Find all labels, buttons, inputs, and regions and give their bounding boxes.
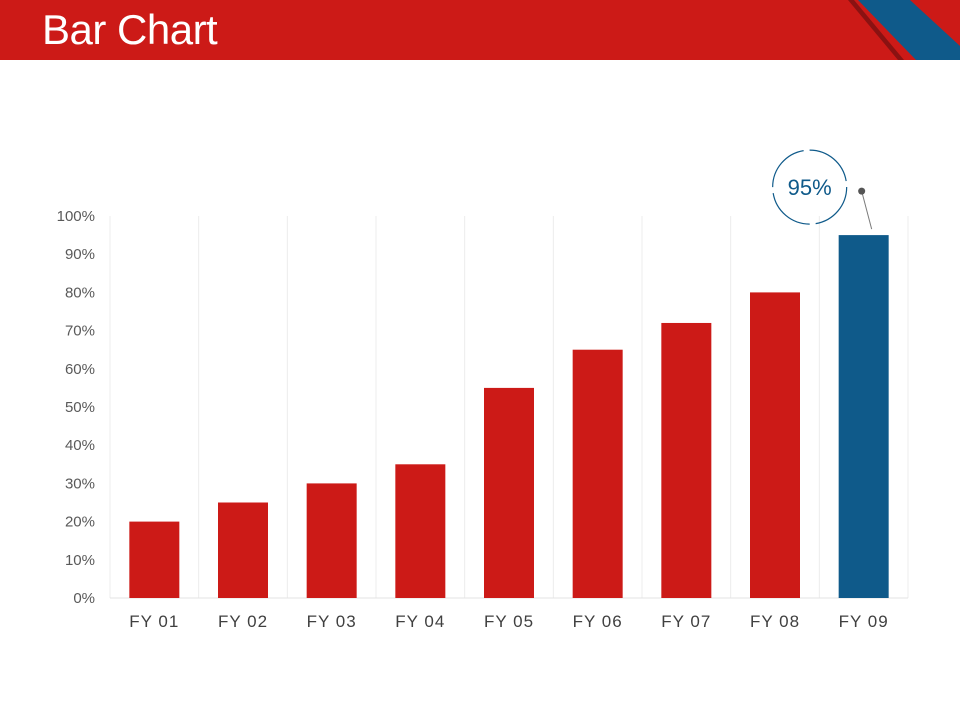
callout-value-label: 95% [788,175,832,200]
y-tick-label: 70% [65,323,95,340]
bar-fy03 [306,483,357,598]
y-tick-label: 10% [65,552,95,569]
y-tick-label: 30% [65,475,95,492]
header-red-band [0,0,960,60]
x-tick-label: FY 09 [839,612,889,631]
y-axis-ticks: 0% 10% 20% 30% 40% 50% 60% 70% 80% 90% 100% [57,208,95,607]
x-axis-ticks: FY 01 FY 02 FY 03 FY 04 FY 05 FY 06 FY 07 FY 08… [129,612,889,631]
y-tick-label: 100% [57,208,95,225]
x-tick-label: FY 03 [307,612,357,631]
y-tick-label: 0% [73,590,95,607]
bar-fy02 [218,502,268,598]
header-banner: Bar Chart [0,0,960,60]
bar-fy01 [129,521,180,598]
x-tick-label: FY 01 [129,612,179,631]
bar-fy07 [661,322,712,598]
y-tick-label: 80% [65,284,95,301]
bar-fy09 [838,235,889,598]
y-tick-label: 60% [65,361,95,378]
callout-dot [858,187,866,195]
page-title: Bar Chart [42,6,218,53]
x-tick-label: FY 02 [218,612,268,631]
y-tick-label: 50% [65,399,95,416]
x-tick-label: FY 05 [484,612,534,631]
y-tick-label: 20% [65,514,95,531]
bar-fy04 [395,464,446,598]
callout-circle [772,149,848,225]
x-tick-label: FY 07 [661,612,711,631]
y-tick-label: 40% [65,437,95,454]
header-blue-stripe [858,0,960,60]
header-dark-stripe [848,0,904,60]
header-background [0,0,960,60]
bar-series [129,235,889,598]
bar-fy05 [484,387,534,598]
x-tick-label: FY 08 [750,612,800,631]
x-tick-label: FY 04 [395,612,445,631]
y-tick-label: 90% [65,246,95,263]
callout-leader-line [861,190,873,230]
x-tick-label: FY 06 [573,612,623,631]
bar-fy06 [572,349,623,598]
value-callout: 95% [772,149,873,230]
bar-fy08 [750,292,800,598]
